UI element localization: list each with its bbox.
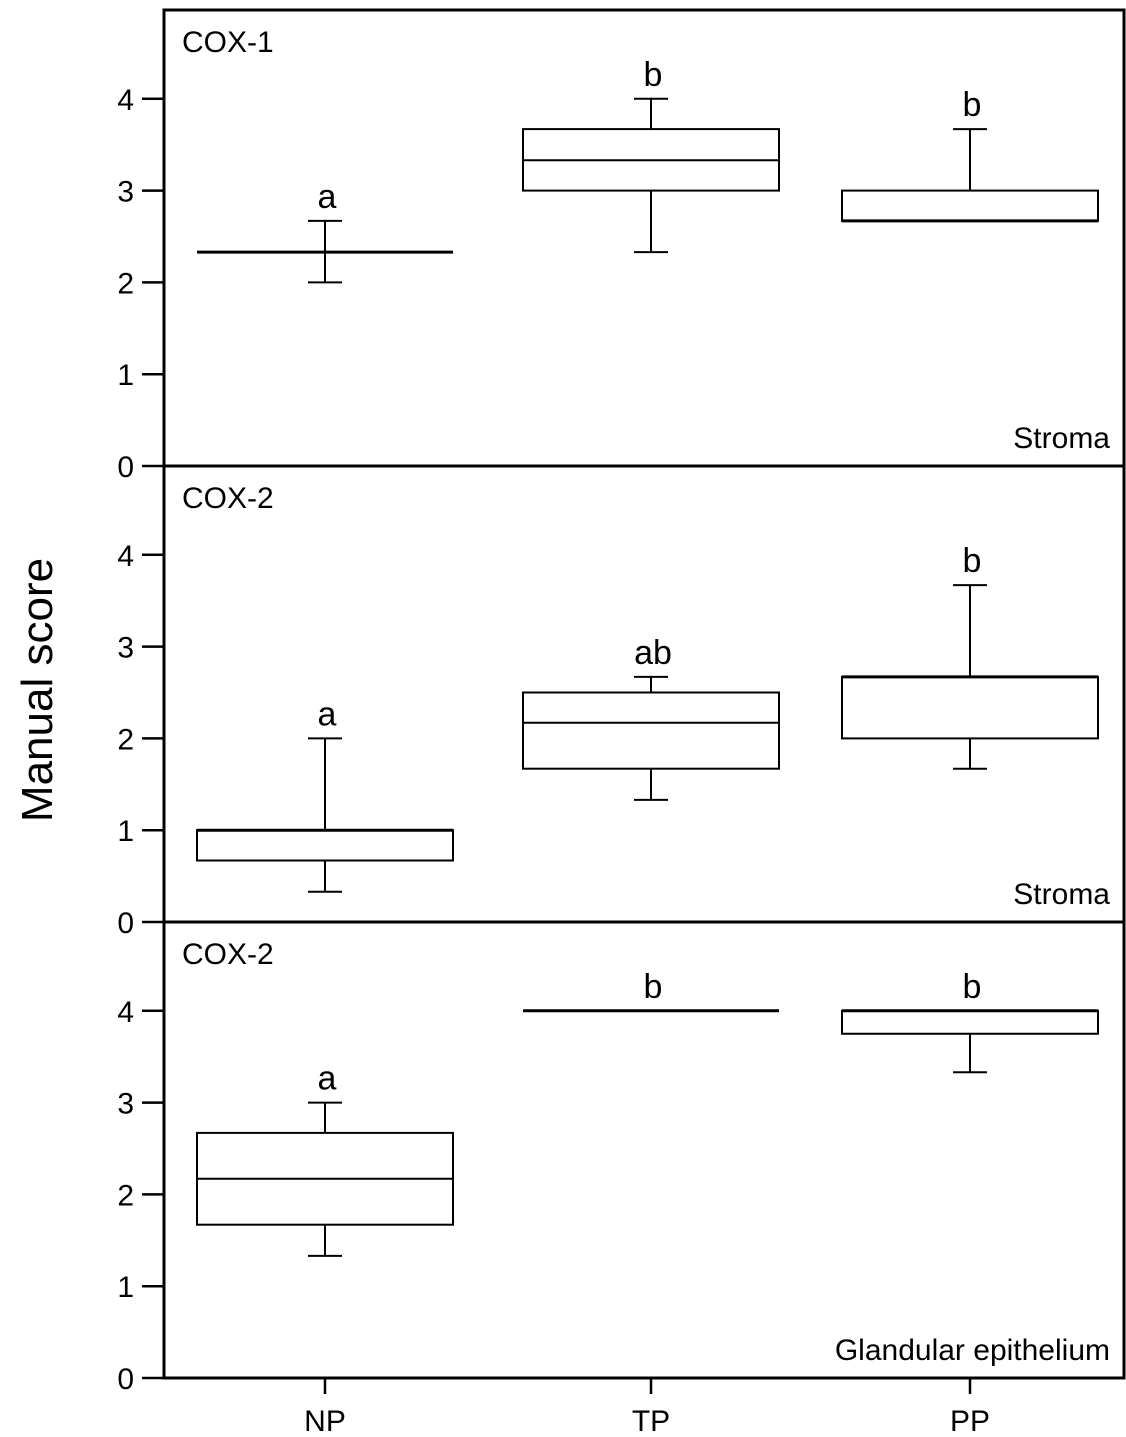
y-tick-label: 3	[117, 632, 134, 665]
panel-label: COX-2	[182, 938, 274, 971]
y-tick-label: 1	[117, 359, 134, 392]
y-tick-label: 2	[117, 1179, 134, 1212]
significance-letter: b	[963, 86, 982, 124]
y-tick-label: 1	[117, 1271, 134, 1304]
panel-1: 0 1 2 3 4 COX-1 Stroma a b b	[117, 8, 1126, 484]
y-tick-label: 4	[117, 996, 134, 1029]
box-body	[196, 829, 454, 862]
significance-letter: b	[963, 542, 982, 580]
panel-label: COX-2	[182, 482, 274, 515]
significance-letter: a	[318, 695, 337, 733]
box-np: a	[197, 178, 453, 284]
panel-3: 0 1 2 3 4 COX-2 Glandular epithelium a b b	[117, 920, 1126, 1396]
significance-letter: b	[963, 968, 982, 1006]
box-body	[841, 189, 1099, 222]
tissue-label: Glandular epithelium	[835, 1334, 1110, 1367]
tissue-label: Stroma	[1013, 422, 1110, 455]
significance-letter: b	[644, 56, 663, 94]
significance-letter: ab	[634, 634, 672, 672]
x-tick-label-np: NP	[304, 1405, 346, 1437]
box-body	[841, 1009, 1099, 1035]
tissue-label: Stroma	[1013, 878, 1110, 911]
box-body	[841, 675, 1099, 740]
panel-2: 0 1 2 3 4 COX-2 Stroma a ab b	[117, 464, 1126, 940]
panel-frame	[162, 464, 1126, 924]
box-pp: b	[841, 968, 1099, 1074]
box-np: a	[196, 695, 454, 893]
x-tick-label-tp: TP	[632, 1405, 670, 1437]
y-tick-label: 0	[117, 451, 134, 484]
y-tick-label: 2	[117, 723, 134, 756]
panel-label: COX-1	[182, 26, 274, 59]
box-pp: b	[841, 542, 1099, 770]
y-tick-label: 0	[117, 907, 134, 940]
box-tp: b	[522, 56, 780, 254]
y-tick-label: 4	[117, 84, 134, 117]
panels: 01234COX-1Stromaabb01234COX-2Stromaaabb0…	[117, 8, 1126, 1396]
x-tick-label-pp: PP	[950, 1405, 990, 1437]
y-tick-label: 1	[117, 815, 134, 848]
box-pp: b	[841, 86, 1099, 223]
x-axis: NP TP PP	[304, 1378, 990, 1437]
box-body	[522, 691, 780, 770]
y-tick-label: 2	[117, 267, 134, 300]
significance-letter: b	[644, 968, 663, 1006]
y-tick-label: 0	[117, 1363, 134, 1396]
y-tick-label: 3	[117, 176, 134, 209]
box-tp: ab	[522, 634, 780, 801]
box-np: a	[196, 1060, 454, 1257]
y-tick-label: 4	[117, 540, 134, 573]
y-axis-title: Manual score	[13, 558, 62, 822]
significance-letter: a	[318, 178, 337, 216]
significance-letter: a	[318, 1060, 337, 1098]
box-tp: b	[523, 968, 779, 1013]
y-tick-label: 3	[117, 1088, 134, 1121]
panel-frame	[162, 920, 1126, 1380]
